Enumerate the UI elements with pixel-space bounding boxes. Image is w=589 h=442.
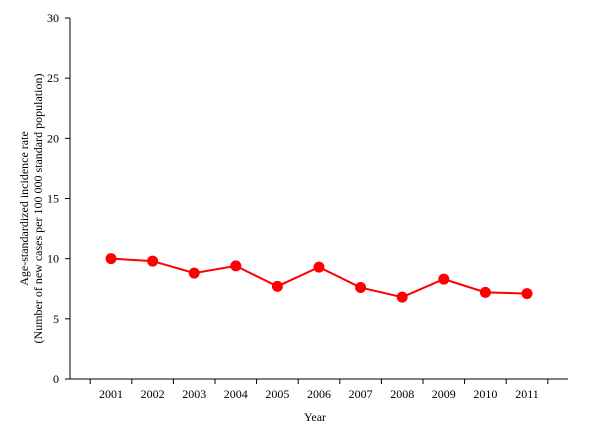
data-point: [355, 282, 367, 294]
x-tick-label: 2002: [141, 387, 165, 401]
data-point: [147, 255, 159, 267]
series-layer: [105, 253, 533, 303]
y-tick-label: 0: [53, 372, 59, 386]
x-tick-label: 2009: [432, 387, 456, 401]
x-axis-title: Year: [304, 410, 326, 424]
y-tick-label: 20: [47, 131, 59, 145]
data-point: [230, 260, 242, 272]
data-point: [188, 267, 200, 279]
y-tick-label: 5: [53, 312, 59, 326]
x-tick-label: 2010: [473, 387, 497, 401]
y-axis-title-line-1: Age-standardized incidence rate: [17, 131, 31, 286]
data-point: [271, 280, 283, 292]
y-tick-label: 30: [47, 11, 59, 25]
x-tick-label: 2004: [224, 387, 248, 401]
y-tick-label: 25: [47, 71, 59, 85]
x-tick-label: 2011: [515, 387, 539, 401]
axes: [69, 18, 568, 380]
x-tick-label: 2001: [99, 387, 123, 401]
x-tick-label: 2006: [307, 387, 331, 401]
y-axis-title-line-2: (Number of new cases per 100 000 standar…: [31, 74, 45, 344]
x-ticks: 2001 2002 2003 2004 2005 2006 2007 2008 2009 2010…: [89, 379, 549, 401]
data-point: [521, 288, 533, 300]
x-tick-label: 2007: [349, 387, 373, 401]
data-point: [479, 286, 491, 298]
y-tick-label: 10: [47, 252, 59, 266]
data-point: [396, 291, 408, 303]
y-tick-label: 15: [47, 192, 59, 206]
x-tick-label: 2008: [390, 387, 414, 401]
x-tick-label: 2005: [265, 387, 289, 401]
data-point: [105, 253, 117, 265]
data-point: [313, 261, 325, 273]
data-point: [438, 273, 450, 285]
y-ticks: 0 5 10 15 20 25 30: [47, 11, 70, 386]
x-tick-label: 2003: [182, 387, 206, 401]
